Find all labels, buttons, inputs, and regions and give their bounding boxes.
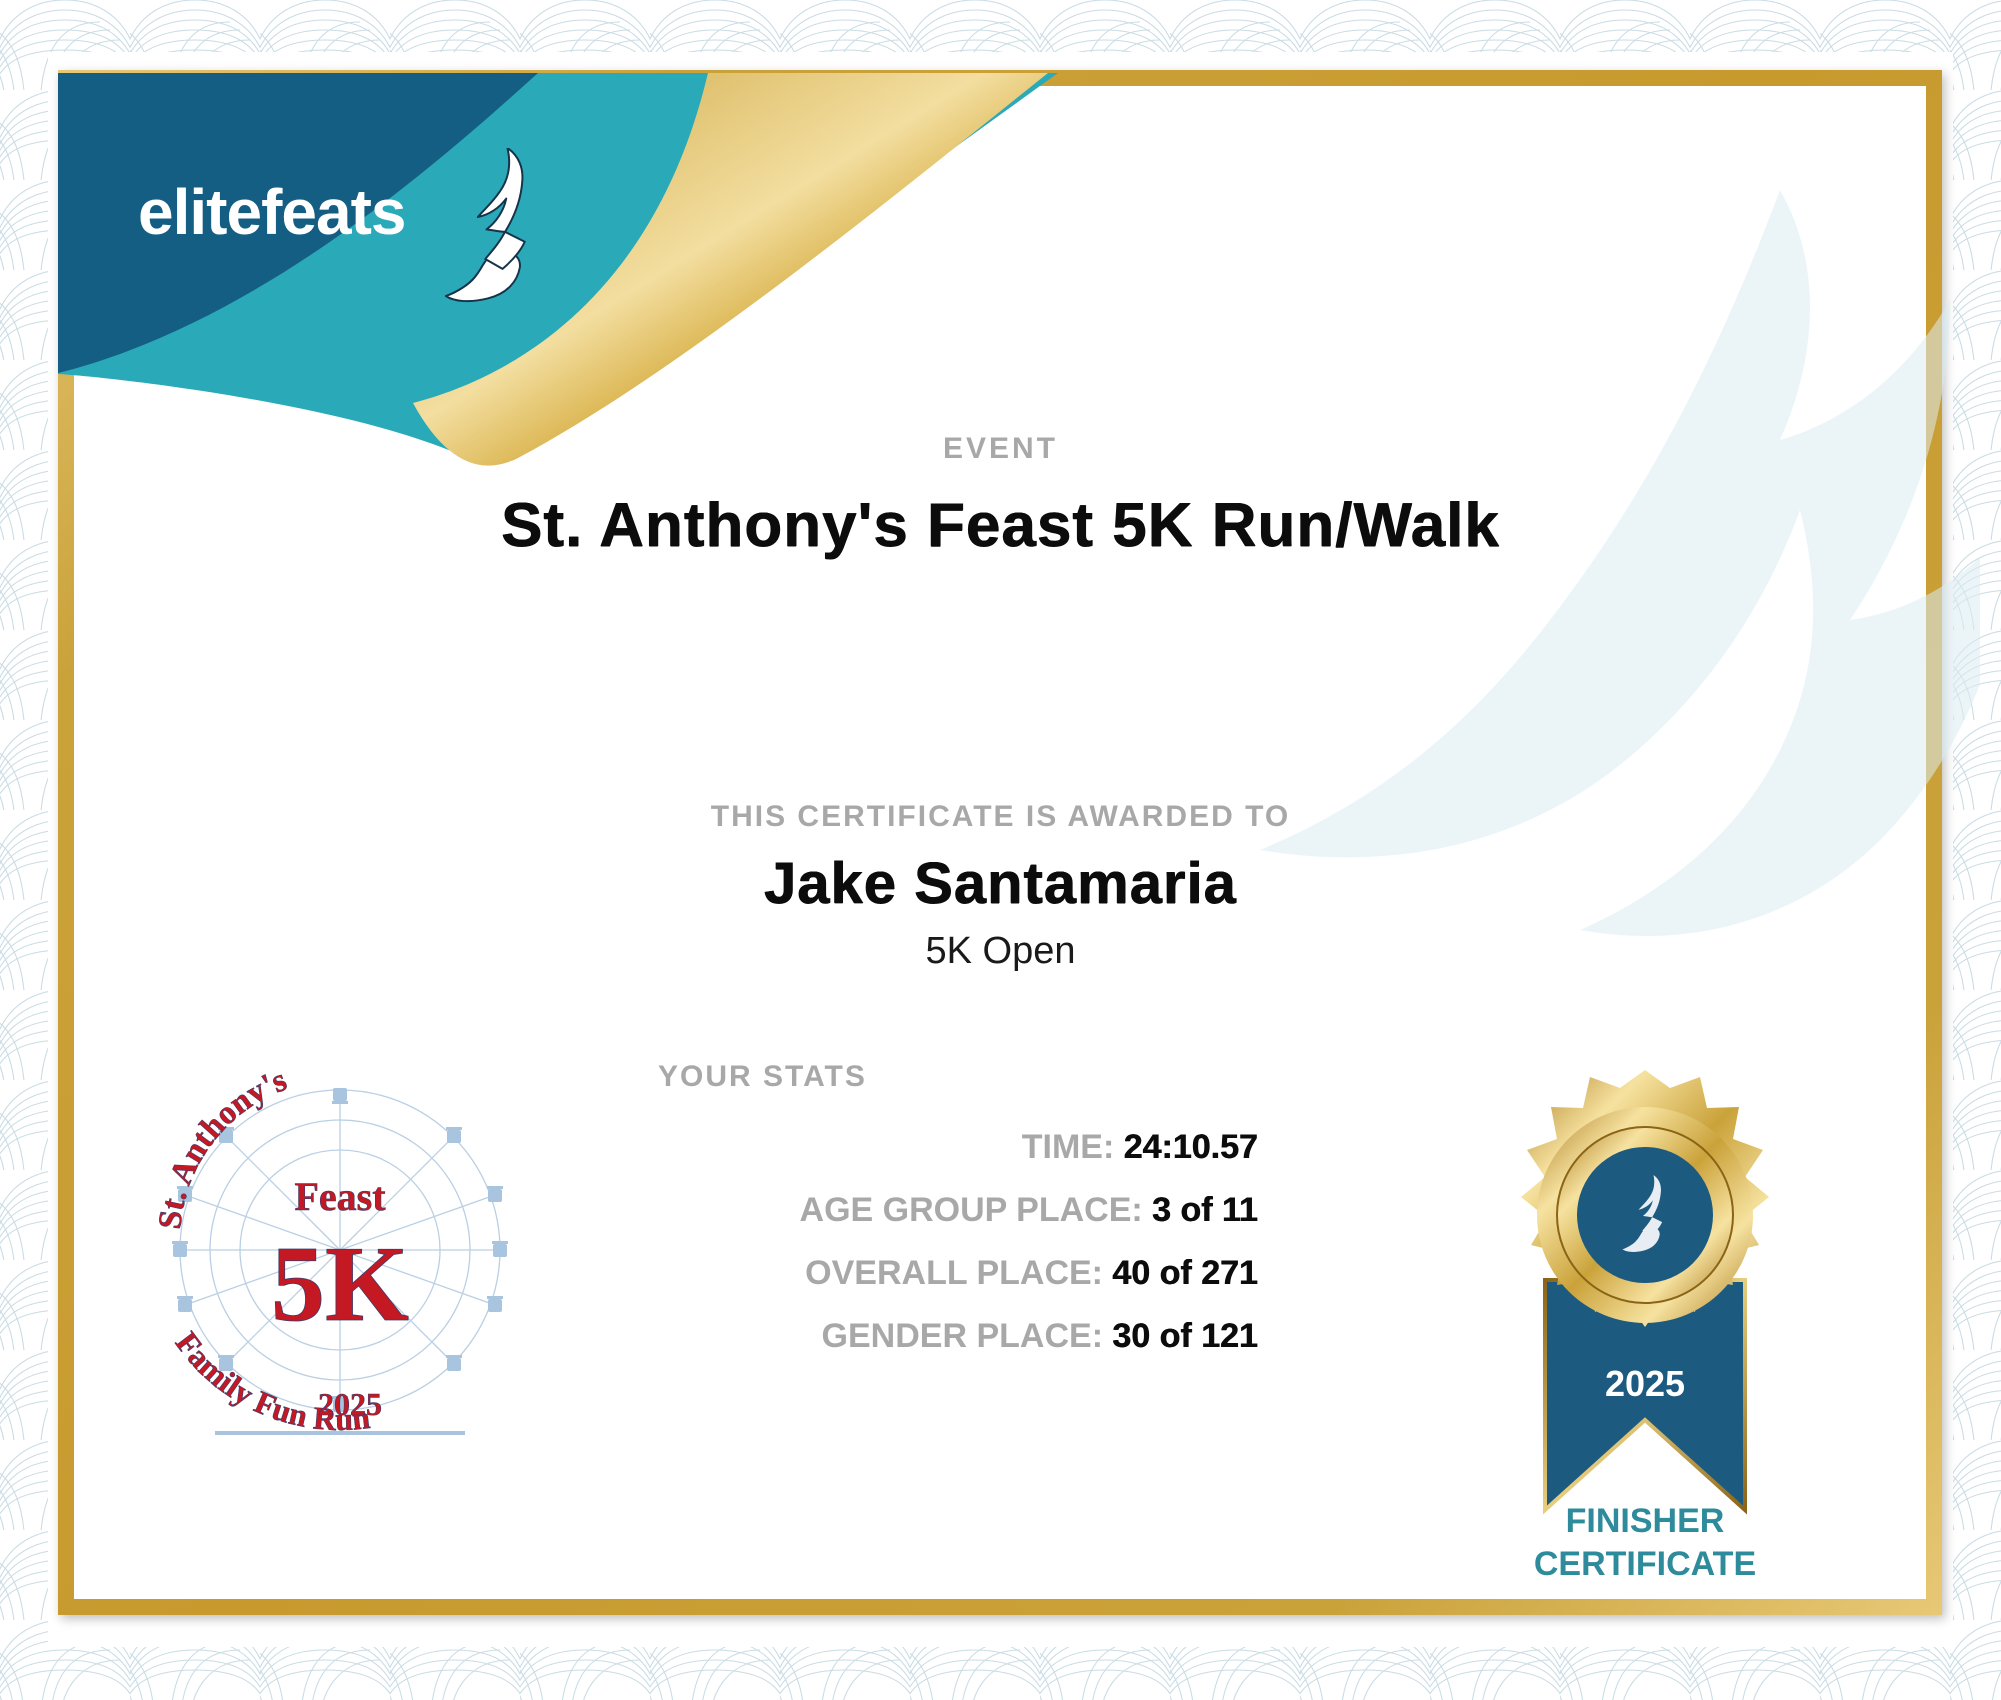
svg-text:5K: 5K <box>271 1225 409 1344</box>
svg-text:St. Anthony's: St. Anthony's <box>155 1065 292 1231</box>
svg-text:Feast: Feast <box>294 1174 386 1219</box>
svg-text:2025: 2025 <box>318 1386 382 1422</box>
